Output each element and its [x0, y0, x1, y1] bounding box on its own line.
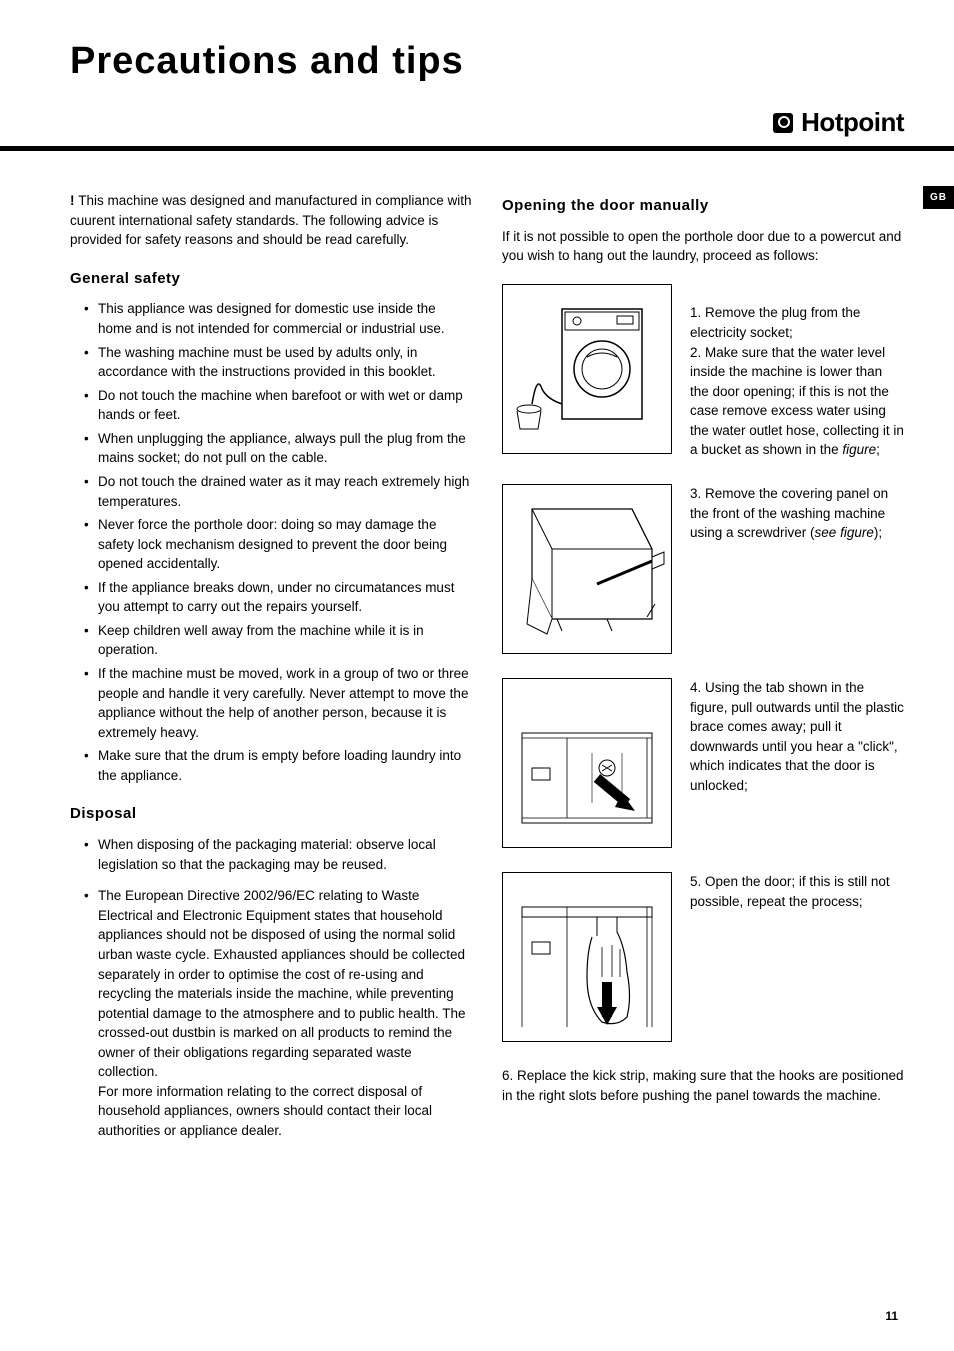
- figure-open-door: [502, 872, 672, 1042]
- step3-italic: see figure: [815, 525, 874, 540]
- warning-icon: !: [70, 193, 78, 208]
- opening-intro: If it is not possible to open the portho…: [502, 227, 904, 266]
- brand-name: Hotpoint: [801, 107, 904, 138]
- list-item: Do not touch the drained water as it may…: [84, 472, 472, 511]
- step-row-1: 1. Remove the plug from the electricity …: [502, 284, 904, 460]
- figure-drain-bucket: [502, 284, 672, 454]
- step-row-3: 3. Remove the covering panel on the fron…: [502, 484, 904, 654]
- divider-bar: [0, 146, 954, 151]
- disposal-list: When disposing of the packaging material…: [70, 835, 472, 1140]
- step-text-1-2: 1. Remove the plug from the electricity …: [690, 284, 904, 460]
- step12-part-a: 1. Remove the plug from the electricity …: [690, 305, 904, 457]
- list-item: When disposing of the packaging material…: [84, 835, 472, 874]
- heading-opening-door: Opening the door manually: [502, 195, 904, 217]
- step-row-4: 4. Using the tab shown in the figure, pu…: [502, 678, 904, 848]
- page-number: 11: [885, 1309, 898, 1323]
- list-item: If the appliance breaks down, under no c…: [84, 578, 472, 617]
- list-item: If the machine must be moved, work in a …: [84, 664, 472, 742]
- pull-tab-icon: [507, 683, 667, 843]
- step-text-4: 4. Using the tab shown in the figure, pu…: [690, 678, 904, 795]
- list-item: Make sure that the drum is empty before …: [84, 746, 472, 785]
- step3-part-b: );: [874, 525, 882, 540]
- step12-part-b: ;: [876, 442, 880, 457]
- list-item: This appliance was designed for domestic…: [84, 299, 472, 338]
- brand-logo-icon: [773, 113, 793, 133]
- intro-paragraph: ! This machine was designed and manufact…: [70, 191, 472, 250]
- language-tab: GB: [923, 186, 954, 209]
- figure-remove-panel: [502, 484, 672, 654]
- intro-text: This machine was designed and manufactur…: [70, 193, 471, 247]
- step-text-5: 5. Open the door; if this is still not p…: [690, 872, 904, 911]
- right-column: Opening the door manually If it is not p…: [502, 191, 904, 1159]
- heading-general-safety: General safety: [70, 268, 472, 290]
- list-item: Never force the porthole door: doing so …: [84, 515, 472, 574]
- panel-screwdriver-icon: [507, 489, 667, 649]
- list-item: Do not touch the machine when barefoot o…: [84, 386, 472, 425]
- left-column: ! This machine was designed and manufact…: [70, 191, 472, 1159]
- heading-disposal: Disposal: [70, 803, 472, 825]
- page-title: Precautions and tips: [70, 40, 904, 83]
- brand-row: Hotpoint: [70, 107, 904, 138]
- list-item: Keep children well away from the machine…: [84, 621, 472, 660]
- general-safety-list: This appliance was designed for domestic…: [70, 299, 472, 785]
- step-text-6: 6. Replace the kick strip, making sure t…: [502, 1066, 904, 1105]
- step12-italic: figure: [842, 442, 876, 457]
- list-item: The washing machine must be used by adul…: [84, 343, 472, 382]
- list-item: When unplugging the appliance, always pu…: [84, 429, 472, 468]
- figure-pull-tab: [502, 678, 672, 848]
- list-item: The European Directive 2002/96/EC relati…: [84, 886, 472, 1140]
- washing-machine-bucket-icon: [507, 289, 667, 449]
- pull-down-icon: [507, 877, 667, 1037]
- step-text-3: 3. Remove the covering panel on the fron…: [690, 484, 904, 543]
- step-row-5: 5. Open the door; if this is still not p…: [502, 872, 904, 1042]
